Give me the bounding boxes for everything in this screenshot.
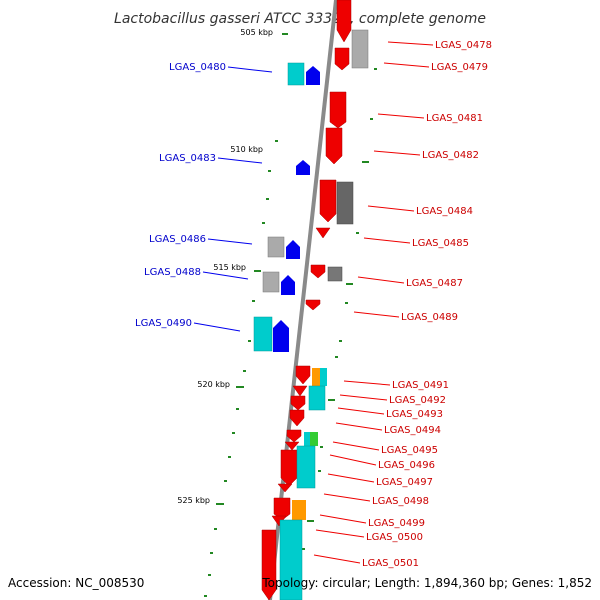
gene-label[interactable]: LGAS_0499 bbox=[368, 518, 425, 529]
gene-arrow bbox=[334, 47, 350, 71]
gene-arrow bbox=[289, 409, 305, 427]
tick-label: 520 kbp bbox=[197, 380, 230, 389]
gene-label[interactable]: LGAS_0501 bbox=[362, 558, 419, 569]
gene-label[interactable]: LGAS_0480 bbox=[169, 62, 226, 73]
tick-label: 510 kbp bbox=[230, 145, 263, 154]
gene-label[interactable]: LGAS_0479 bbox=[431, 62, 488, 73]
gene-arrow bbox=[280, 449, 298, 487]
gene-label[interactable]: LGAS_0493 bbox=[386, 409, 443, 420]
gene-arrow bbox=[292, 385, 308, 397]
gene-label[interactable]: LGAS_0497 bbox=[376, 477, 433, 488]
gene-label[interactable]: LGAS_0487 bbox=[406, 278, 463, 289]
topology-label: Topology: circular; Length: 1,894,360 bp… bbox=[261, 576, 592, 590]
gene-label[interactable]: LGAS_0491 bbox=[392, 380, 449, 391]
gene-label[interactable]: LGAS_0494 bbox=[384, 425, 441, 436]
gene-arrow bbox=[325, 127, 343, 165]
forward-label-lines bbox=[313, 41, 434, 564]
tick-label: 525 kbp bbox=[177, 496, 210, 505]
gene-label[interactable]: LGAS_0488 bbox=[144, 267, 201, 278]
gene-label[interactable]: LGAS_0484 bbox=[416, 206, 473, 217]
gene-label[interactable]: LGAS_0483 bbox=[159, 153, 216, 164]
gene-arrow bbox=[277, 483, 293, 493]
tick-label: 505 kbp bbox=[240, 28, 273, 37]
gene-label[interactable]: LGAS_0495 bbox=[381, 445, 438, 456]
map-title: Lactobacillus gasseri ATCC 33323, comple… bbox=[114, 11, 486, 27]
gene-label[interactable]: LGAS_0481 bbox=[426, 113, 483, 124]
gene-label[interactable]: LGAS_0478 bbox=[435, 40, 492, 51]
gene-arrow bbox=[305, 299, 321, 311]
gene-label[interactable]: LGAS_0485 bbox=[412, 238, 469, 249]
forward-cds-track bbox=[261, 0, 352, 600]
gene-arrow bbox=[261, 529, 277, 600]
gene-arrow bbox=[319, 179, 337, 223]
tick-label: 515 kbp bbox=[213, 263, 246, 272]
gene-label[interactable]: LGAS_0496 bbox=[378, 460, 435, 471]
gene-label[interactable]: LGAS_0490 bbox=[135, 318, 192, 329]
gene-arrow bbox=[290, 395, 306, 411]
gene-label[interactable]: LGAS_0498 bbox=[372, 496, 429, 507]
gene-arrow bbox=[329, 91, 347, 129]
gene-arrow bbox=[295, 365, 311, 385]
reverse-label-lines bbox=[193, 66, 273, 332]
gene-label[interactable]: LGAS_0492 bbox=[389, 395, 446, 406]
gene-label[interactable]: LGAS_0489 bbox=[401, 312, 458, 323]
gene-arrow bbox=[336, 0, 352, 43]
gene-arrow bbox=[273, 497, 291, 521]
gene-label[interactable]: LGAS_0500 bbox=[366, 532, 423, 543]
reverse-cds-track bbox=[253, 62, 320, 352]
gene-label[interactable]: LGAS_0486 bbox=[149, 234, 206, 245]
gene-label[interactable]: LGAS_0482 bbox=[422, 150, 479, 161]
gene-arrow bbox=[315, 227, 331, 239]
gene-arrow bbox=[286, 429, 302, 443]
gc-content-track bbox=[204, 33, 377, 597]
accession-label: Accession: NC_008530 bbox=[8, 576, 144, 590]
forward-cog-track bbox=[279, 29, 369, 600]
gene-arrow bbox=[284, 441, 300, 451]
gene-arrow bbox=[310, 264, 326, 279]
